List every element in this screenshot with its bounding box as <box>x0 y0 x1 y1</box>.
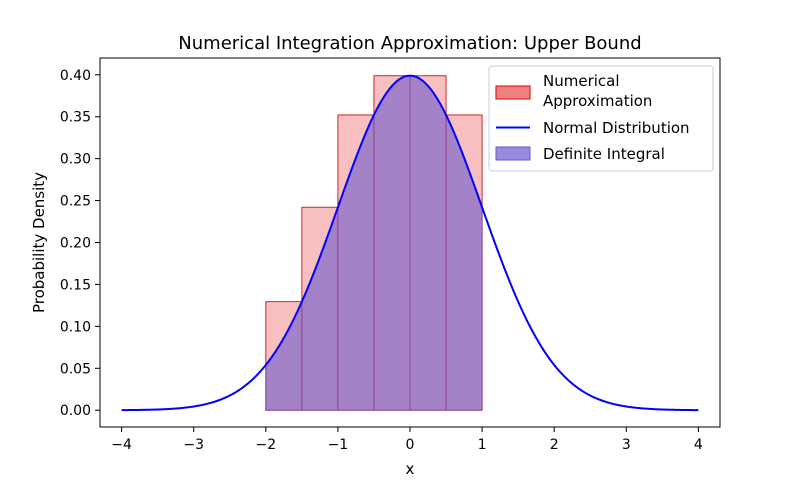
x-tick-label: 1 <box>478 437 487 453</box>
x-tick-label: −2 <box>255 437 276 453</box>
legend-swatch-definite-integral <box>495 146 531 161</box>
y-tick-label: 0.25 <box>60 194 91 210</box>
y-tick-label: 0.35 <box>60 110 91 126</box>
y-tick-label: 0.15 <box>60 277 91 293</box>
plot-area <box>121 74 699 412</box>
legend: Numerical Approximation Normal Distribut… <box>488 65 714 172</box>
x-tick-label: 3 <box>622 437 631 453</box>
x-tick-label: 4 <box>694 437 703 453</box>
x-axis-ticks: −4 −3 −2 −1 0 1 2 3 4 <box>111 427 703 453</box>
x-tick-label: −4 <box>111 437 132 453</box>
x-tick-label: 0 <box>406 437 415 453</box>
y-tick-label: 0.05 <box>60 361 91 377</box>
legend-label-normal-distribution: Normal Distribution <box>543 119 690 137</box>
legend-label-numerical-approximation-line2: Approximation <box>543 92 652 110</box>
y-axis-ticks: 0.00 0.05 0.10 0.15 0.20 0.25 0.30 0.35 0.40 <box>60 68 100 419</box>
x-tick-label: −1 <box>328 437 349 453</box>
y-tick-label: 0.20 <box>60 236 91 252</box>
y-tick-label: 0.30 <box>60 152 91 168</box>
x-axis-label: x <box>406 460 415 478</box>
y-axis-label: Probability Density <box>30 172 48 313</box>
legend-box <box>488 65 714 172</box>
legend-label-numerical-approximation: Numerical <box>543 72 620 90</box>
y-tick-label: 0.40 <box>60 68 91 84</box>
legend-label-definite-integral: Definite Integral <box>543 145 665 163</box>
normal-distribution-line <box>121 74 699 412</box>
x-tick-label: 2 <box>550 437 559 453</box>
legend-swatch-numerical-approximation <box>495 85 531 100</box>
y-tick-label: 0.10 <box>60 319 91 335</box>
x-tick-label: −3 <box>183 437 204 453</box>
chart-title: Numerical Integration Approximation: Upp… <box>178 33 641 54</box>
y-tick-label: 0.00 <box>60 403 91 419</box>
